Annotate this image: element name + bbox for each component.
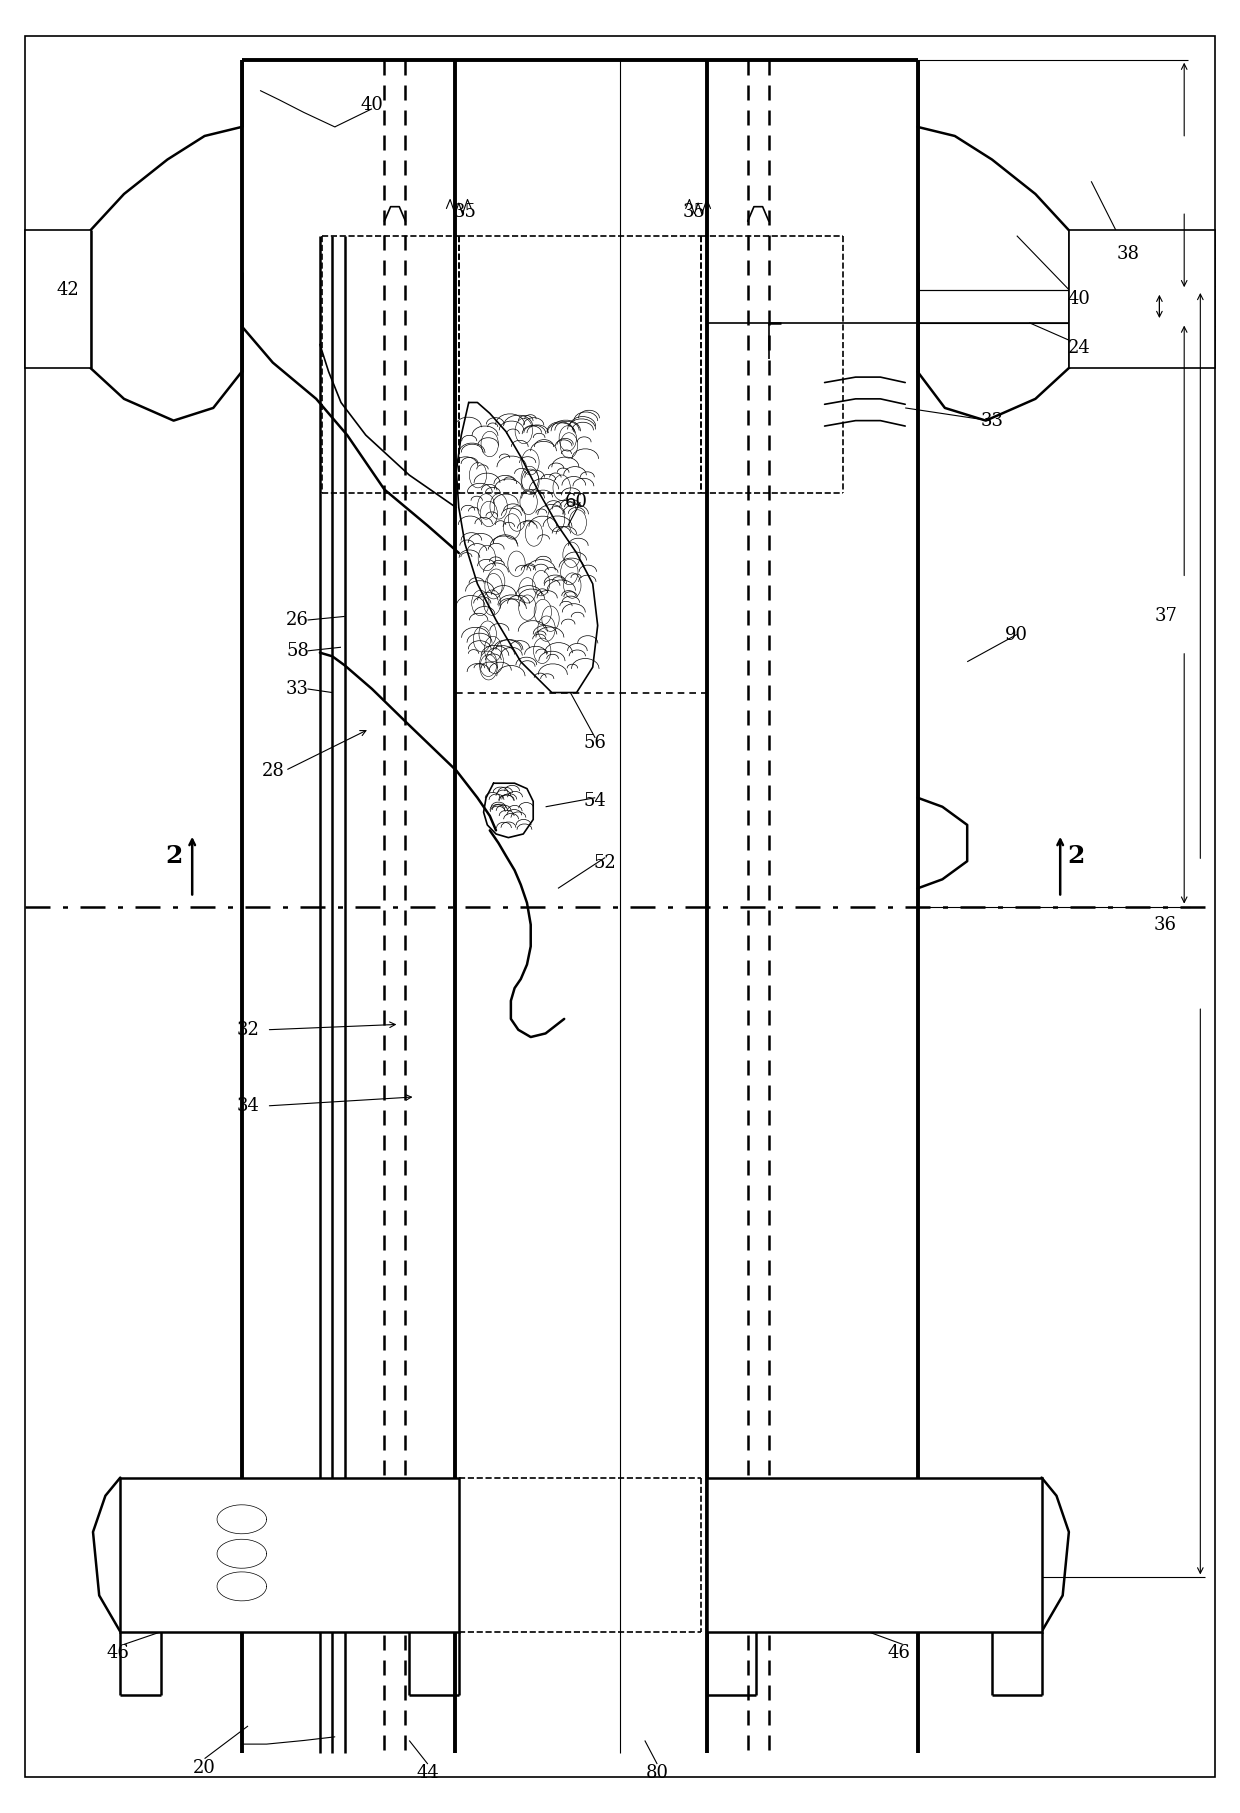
Text: 60: 60 <box>565 493 588 511</box>
Text: 35: 35 <box>454 203 476 221</box>
Bar <box>707 1478 1042 1632</box>
Text: 52: 52 <box>594 854 616 872</box>
Text: 46: 46 <box>107 1644 129 1663</box>
Text: 44: 44 <box>417 1764 439 1782</box>
Text: 90: 90 <box>1006 625 1028 644</box>
Text: 33: 33 <box>981 412 1003 430</box>
Text: 54: 54 <box>584 792 606 810</box>
Text: 42: 42 <box>57 281 79 299</box>
Text: 26: 26 <box>286 611 309 629</box>
Text: 38: 38 <box>1117 245 1140 263</box>
Text: 40: 40 <box>1068 290 1090 308</box>
Text: 58: 58 <box>286 642 309 660</box>
Bar <box>25 230 91 368</box>
Text: 40: 40 <box>361 96 383 114</box>
Text: 80: 80 <box>646 1764 668 1782</box>
Text: 37: 37 <box>1154 607 1177 625</box>
Bar <box>1069 230 1215 368</box>
Text: 33: 33 <box>286 680 309 698</box>
Text: 32: 32 <box>237 1021 259 1039</box>
Text: 28: 28 <box>262 761 284 780</box>
Text: 56: 56 <box>584 734 606 752</box>
Text: 2: 2 <box>1068 843 1085 868</box>
Text: 46: 46 <box>888 1644 910 1663</box>
Bar <box>120 1478 459 1632</box>
Text: 2: 2 <box>165 843 182 868</box>
Text: 35: 35 <box>683 203 706 221</box>
Text: 24: 24 <box>1068 339 1090 357</box>
Text: 34: 34 <box>237 1097 259 1115</box>
Text: 36: 36 <box>1154 916 1177 934</box>
Text: 20: 20 <box>193 1759 216 1777</box>
